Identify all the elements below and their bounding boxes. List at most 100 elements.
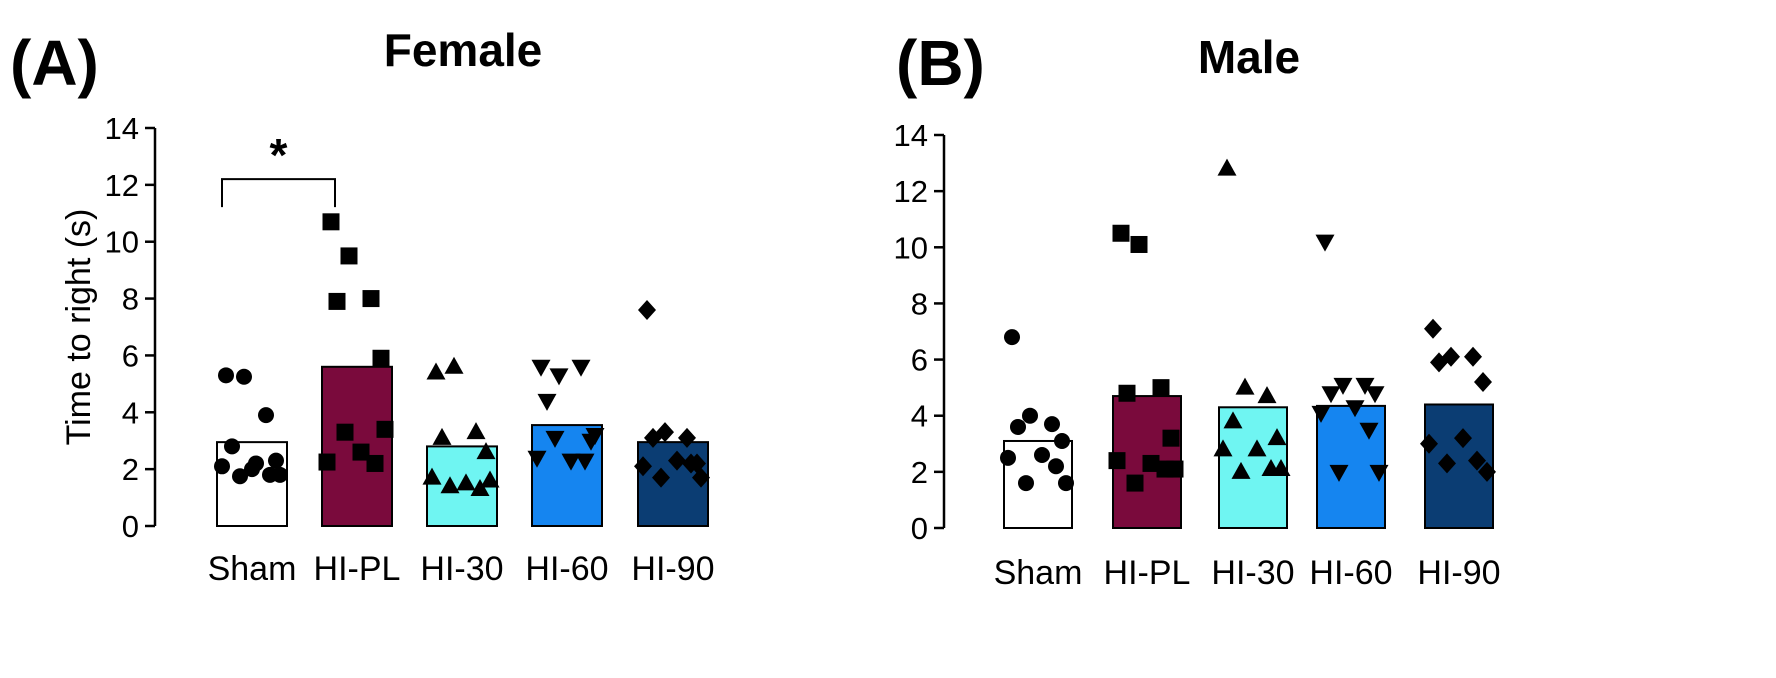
- data-point: [456, 473, 476, 491]
- data-point: [1315, 234, 1335, 252]
- data-point: [1058, 475, 1074, 492]
- data-point: [1118, 384, 1136, 402]
- y-tick-label: 12: [894, 174, 928, 209]
- panel-label: (B): [896, 27, 985, 99]
- data-point: [1464, 346, 1482, 367]
- y-tick-label: 12: [105, 168, 139, 203]
- data-point: [575, 453, 595, 471]
- panel-male: (B)MaleTime to right (s)02468101214ShamH…: [888, 0, 1776, 678]
- panel-female: (A) Female Time to right (s) 0 2 4 6 8 10 12 14 Sha…: [10, 24, 715, 588]
- x-tick-label: HI-60: [525, 550, 608, 588]
- data-point: [549, 368, 569, 386]
- data-point: [268, 452, 284, 469]
- data-point: [668, 450, 686, 471]
- data-point: [1231, 461, 1251, 479]
- data-point: [224, 438, 240, 455]
- data-point: [527, 450, 547, 468]
- y-tick-label: 4: [122, 395, 139, 430]
- data-points: [1000, 158, 1496, 492]
- data-point: [1333, 377, 1353, 395]
- y-tick-label: 6: [911, 343, 928, 378]
- data-point: [1345, 400, 1365, 418]
- data-point: [644, 427, 662, 448]
- data-point: [1044, 416, 1060, 433]
- data-point: [352, 443, 370, 461]
- data-point: [1018, 475, 1034, 492]
- data-point: [585, 428, 605, 446]
- y-tick-label: 10: [894, 230, 928, 265]
- data-point: [1369, 464, 1389, 482]
- data-point: [1247, 439, 1267, 457]
- significance-bracket: [221, 178, 336, 208]
- data-point: [1257, 386, 1277, 404]
- data-point: [537, 393, 557, 411]
- data-point: [336, 423, 354, 441]
- data-point: [1438, 453, 1456, 474]
- x-tick-label: HI-PL: [314, 550, 401, 588]
- data-point: [236, 368, 252, 385]
- x-tick-label: HI-30: [420, 550, 503, 588]
- data-point: [531, 359, 551, 377]
- data-points: [214, 213, 710, 497]
- data-point: [318, 453, 336, 471]
- x-tick-label: HI-90: [631, 550, 714, 588]
- x-tick-label: Sham: [208, 550, 297, 588]
- data-point: [545, 430, 565, 448]
- y-tick-label: 0: [911, 511, 928, 546]
- y-tick-label: 14: [894, 118, 928, 153]
- data-point: [466, 422, 486, 440]
- data-point: [1142, 454, 1160, 472]
- bar-hi-90: [1424, 403, 1494, 529]
- data-point: [426, 362, 446, 380]
- data-point: [1217, 158, 1237, 176]
- y-tick-label: 10: [105, 225, 139, 260]
- data-point: [1054, 432, 1070, 449]
- data-point: [218, 367, 234, 384]
- data-point: [1034, 447, 1050, 464]
- data-point: [340, 247, 358, 265]
- data-point: [1321, 386, 1341, 404]
- data-point: [1162, 429, 1180, 447]
- data-point: [366, 454, 384, 472]
- data-point: [1271, 459, 1291, 477]
- panel-label: (A): [10, 27, 99, 99]
- data-point: [1329, 464, 1349, 482]
- data-point: [480, 470, 500, 488]
- data-point: [1355, 377, 1375, 395]
- data-point: [1130, 235, 1148, 253]
- data-point: [1454, 428, 1472, 449]
- data-point: [1213, 439, 1233, 457]
- y-axis-title: Time to right (s): [60, 209, 98, 446]
- y-tick-label: 8: [911, 286, 928, 321]
- data-point: [322, 213, 340, 231]
- data-point: [214, 458, 230, 475]
- data-point: [232, 468, 248, 485]
- data-point: [1359, 422, 1379, 440]
- data-point: [1048, 458, 1064, 475]
- data-point: [362, 290, 380, 308]
- data-point: [1004, 329, 1020, 346]
- data-point: [1267, 428, 1287, 446]
- chart-female: (A) Female Time to right (s) 0 2 4 6 8 10 12 14 Sha…: [10, 24, 715, 588]
- data-point: [476, 442, 496, 460]
- y-tick-label: 4: [911, 399, 928, 434]
- data-point: [1235, 377, 1255, 395]
- chart-title: Female: [384, 24, 543, 76]
- data-point: [638, 299, 656, 320]
- data-point: [422, 467, 442, 485]
- y-tick-label: 8: [122, 282, 139, 317]
- data-point: [652, 467, 670, 488]
- data-point: [1010, 418, 1026, 435]
- data-point: [1112, 224, 1130, 242]
- data-point: [1166, 460, 1184, 478]
- data-point: [1152, 379, 1170, 397]
- data-point: [258, 407, 274, 424]
- x-tick-label: HI-60: [1309, 554, 1392, 592]
- data-point: [1468, 450, 1486, 471]
- data-point: [1000, 449, 1016, 466]
- data-point: [432, 427, 452, 445]
- data-point: [678, 427, 696, 448]
- data-point: [328, 292, 346, 310]
- chart-male: (B)MaleTime to right (s)02468101214ShamH…: [894, 27, 1501, 592]
- data-point: [1022, 407, 1038, 424]
